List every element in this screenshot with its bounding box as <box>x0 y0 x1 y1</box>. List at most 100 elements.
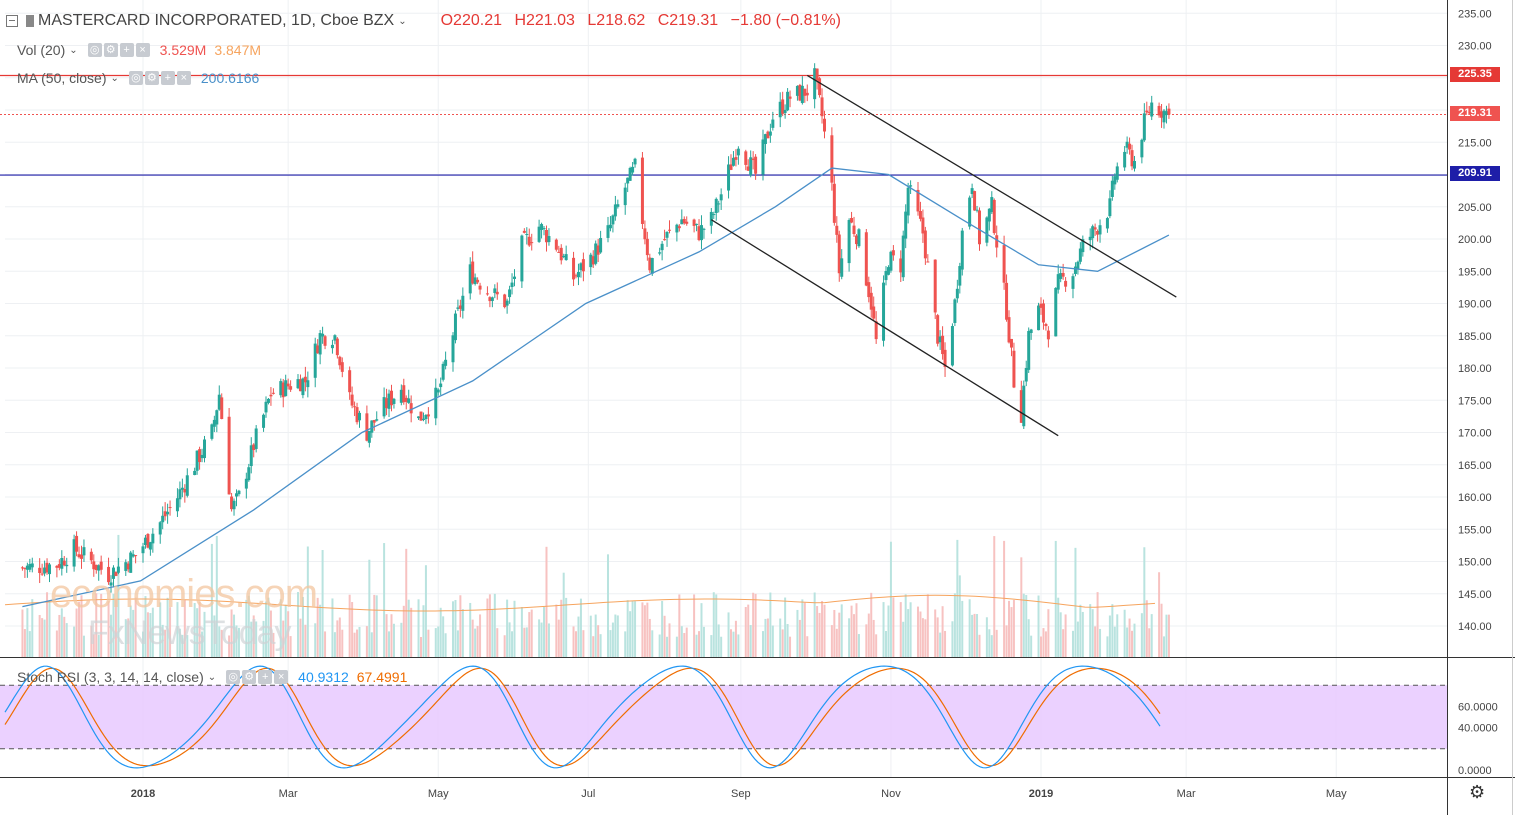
candle-body <box>254 428 258 449</box>
candle-body <box>564 254 568 261</box>
candle-body <box>493 288 497 293</box>
volume-bar <box>166 597 169 657</box>
volume-bar <box>899 602 902 657</box>
candle-body <box>296 379 300 389</box>
candle-body <box>269 394 273 397</box>
candle-body <box>626 177 630 184</box>
candle-body <box>451 335 455 363</box>
symbol-legend[interactable]: MASTERCARD INCORPORATED, 1D, Cboe BZX ⌄ … <box>0 11 849 31</box>
candle-body <box>1125 141 1129 148</box>
volume-bar <box>902 621 905 657</box>
ohlc-change: −1.80 (−0.81%) <box>730 12 841 29</box>
candle-body <box>544 229 548 243</box>
volume-bar <box>668 623 671 657</box>
chevron-down-icon[interactable]: ⌄ <box>110 72 119 84</box>
volume-bar <box>220 629 223 657</box>
volume-bar <box>848 618 851 657</box>
candle-body <box>973 191 977 211</box>
candle-body <box>392 398 396 404</box>
volume-bar <box>921 618 924 657</box>
visibility-icon[interactable]: ◎ <box>226 670 241 684</box>
chevron-down-icon[interactable]: ⌄ <box>69 44 78 56</box>
ma-legend[interactable]: MA (50, close) ⌄ ◎ ⚙ + × 200.6166 <box>17 68 259 88</box>
settings-icon[interactable]: ⚙ <box>242 670 257 684</box>
candle-body <box>1076 261 1080 270</box>
volume-bar <box>321 550 324 657</box>
volume-bar <box>255 621 258 657</box>
stoch-legend[interactable]: Stoch RSI (3, 3, 14, 14, close) ⌄ ◎ ⚙ + … <box>17 667 407 687</box>
volume-bar <box>616 615 619 657</box>
candle-body <box>407 398 411 403</box>
volume-bar <box>454 600 457 657</box>
volume-bars <box>21 534 1170 657</box>
symbol-flag-icon <box>26 15 34 27</box>
volume-bar <box>269 610 272 657</box>
stoch-label: Stoch RSI (3, 3, 14, 14, close) <box>17 669 204 685</box>
chevron-down-icon[interactable]: ⌄ <box>398 15 407 27</box>
candle-body <box>289 386 293 390</box>
volume-bar <box>693 594 696 657</box>
candle-body <box>1160 111 1164 118</box>
candle-body <box>1027 331 1031 370</box>
candle-body <box>882 282 886 341</box>
volume-bar <box>1025 595 1028 657</box>
volume-bar <box>1064 614 1067 657</box>
visibility-icon[interactable]: ◎ <box>87 43 102 57</box>
visibility-icon[interactable]: ◎ <box>128 71 143 85</box>
y-tick-label: 160.00 <box>1458 492 1492 504</box>
candle-body <box>1145 110 1149 113</box>
candle-body <box>57 564 61 568</box>
close-icon[interactable]: × <box>274 670 289 684</box>
close-icon[interactable]: × <box>176 71 191 85</box>
volume-bar <box>1062 629 1065 657</box>
volume-bar <box>1076 621 1079 657</box>
settings-icon[interactable]: ⚙ <box>103 43 118 57</box>
volume-legend[interactable]: Vol (20) ⌄ ◎ ⚙ + × 3.529M 3.847M <box>17 40 261 60</box>
y-tick-label: 185.00 <box>1458 331 1492 343</box>
volume-bar <box>597 625 600 657</box>
candle-body <box>667 229 671 231</box>
y-tick-label: 205.00 <box>1458 202 1492 214</box>
volume-bar <box>65 623 68 657</box>
candle-body <box>1098 225 1102 235</box>
candle-body <box>75 535 79 552</box>
volume-bar <box>287 611 290 657</box>
candle-body <box>1041 303 1045 323</box>
y-tick-label: 195.00 <box>1458 266 1492 278</box>
volume-bar <box>331 598 334 657</box>
add-icon[interactable]: + <box>119 43 134 57</box>
candle-body <box>434 387 438 419</box>
volume-bar <box>80 595 83 657</box>
volume-bar <box>306 546 309 657</box>
volume-bar <box>55 630 58 657</box>
candle-body <box>594 243 598 264</box>
volume-bar <box>1081 611 1084 657</box>
volume-bar <box>1030 635 1033 657</box>
volume-bar <box>545 546 548 657</box>
volume-bar <box>353 632 356 657</box>
candle-body <box>702 228 706 230</box>
volume-bar <box>95 593 98 657</box>
y-tick-label: 190.00 <box>1458 299 1492 311</box>
volume-bar <box>631 600 634 657</box>
gear-icon[interactable]: ⚙ <box>1469 782 1486 802</box>
symbol-title[interactable]: MASTERCARD INCORPORATED, 1D, Cboe BZX <box>38 12 395 29</box>
candle-body <box>926 261 930 263</box>
settings-icon[interactable]: ⚙ <box>144 71 159 85</box>
volume-bar <box>1126 627 1129 657</box>
candle-body <box>530 242 534 244</box>
add-icon[interactable]: + <box>258 670 273 684</box>
add-icon[interactable]: + <box>160 71 175 85</box>
candle-body <box>795 85 799 96</box>
candle-body <box>643 228 647 240</box>
candle-body <box>766 131 770 139</box>
candle-body <box>387 393 391 409</box>
close-icon[interactable]: × <box>135 43 150 57</box>
candle-body <box>1061 272 1065 277</box>
collapse-icon[interactable] <box>6 15 18 27</box>
candle-body <box>1162 110 1166 123</box>
watermark-fxnewstoday: FxNewsToday <box>88 614 292 652</box>
volume-bar <box>1059 612 1062 657</box>
chevron-down-icon[interactable]: ⌄ <box>207 671 217 683</box>
